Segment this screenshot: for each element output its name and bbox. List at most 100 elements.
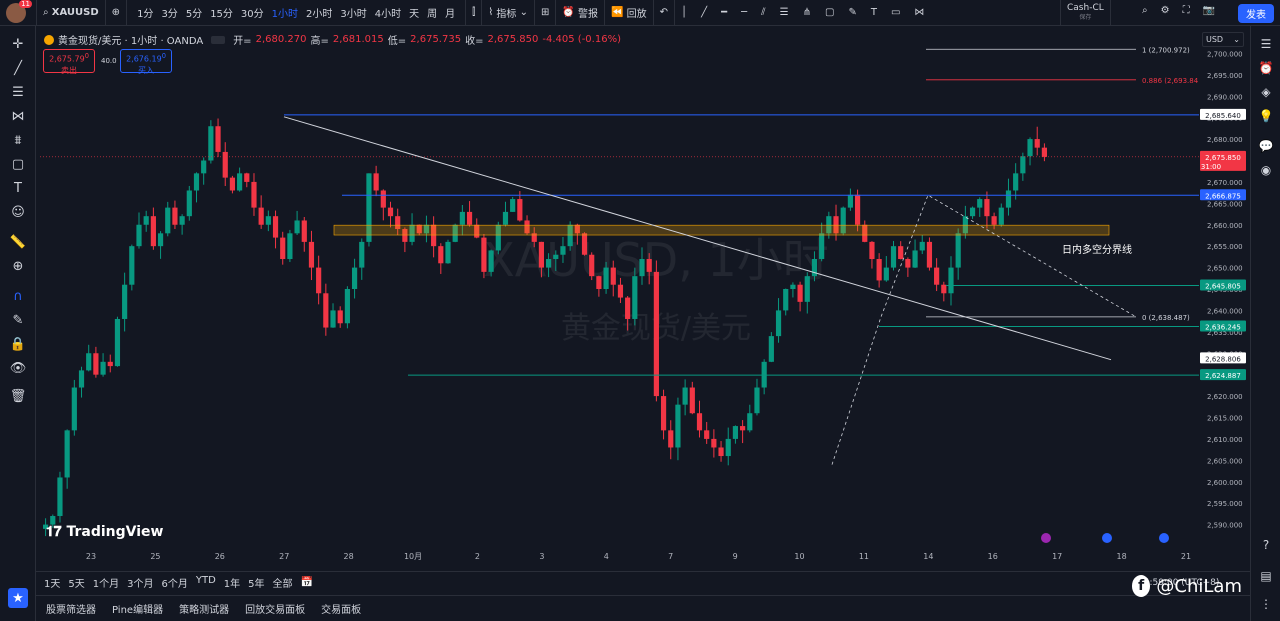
timeframe-3[interactable]: 15分 — [210, 9, 233, 20]
price-tag-bg-1 — [1200, 150, 1246, 171]
range-button-5[interactable]: YTD — [195, 575, 216, 586]
undo-button[interactable]: ↶ — [654, 0, 676, 26]
hide-legend-toggle[interactable] — [211, 35, 226, 44]
publish-button[interactable]: 发表 — [1238, 4, 1274, 23]
candle-body-90 — [689, 387, 695, 414]
range-button-6[interactable]: 1年 — [223, 579, 241, 590]
layout-name-button[interactable]: Cash-CL 保存 — [1060, 0, 1111, 26]
fullscreen-icon[interactable]: ⛶ — [1182, 5, 1190, 16]
user-avatar[interactable]: 11 — [6, 0, 32, 23]
ruler-icon[interactable]: 📏 — [9, 234, 27, 250]
tv-logo-text: TradingView — [66, 524, 164, 540]
replay-button[interactable]: ⏪ 回放 — [605, 0, 654, 26]
sell-button[interactable]: 2,675.790 卖出 — [43, 49, 95, 75]
buy-button[interactable]: 2,676.190 买入 — [120, 49, 172, 75]
currency-select[interactable]: USD ⌄ — [1202, 32, 1244, 47]
trend-line-tool-icon[interactable]: ╱ — [14, 60, 22, 76]
alert-button[interactable]: ⏰ 警报 — [556, 0, 606, 26]
price-chart[interactable]: XAUUSD, 1小时黄金现货/美元2,590.0002,595.0002,60… — [36, 26, 1250, 571]
settings-icon[interactable]: ⚙ — [1160, 5, 1170, 16]
watchlist-icon[interactable]: ☰ — [1260, 37, 1272, 51]
symbol-search[interactable]: ⌕ XAUUSD — [37, 0, 106, 26]
ideas-bulb-icon[interactable]: 💡 — [1258, 109, 1274, 123]
range-button-8[interactable]: 全部 — [272, 579, 293, 590]
crosshair-icon[interactable]: ✛ — [12, 36, 24, 52]
timeframe-5[interactable]: 1小时 — [271, 9, 299, 20]
panel-tab-0[interactable]: 股票筛选器 — [46, 605, 96, 616]
range-button-7[interactable]: 5年 — [248, 579, 265, 590]
more-icon[interactable]: ⋮ — [1260, 597, 1272, 611]
shape-tool-icon[interactable]: ▢ — [11, 156, 25, 172]
panel-tab-4[interactable]: 交易面板 — [321, 605, 362, 616]
candles-icon: ⫿ — [472, 7, 476, 18]
y-tick-4: 2,610.000 — [1207, 436, 1243, 444]
pattern-tool-icon[interactable]: ⋈ — [11, 108, 25, 124]
candle-body-53 — [423, 224, 430, 234]
timeframe-4[interactable]: 30分 — [240, 9, 264, 20]
timeframe-0[interactable]: 1分 — [137, 9, 154, 20]
horizontal-line-icon[interactable]: ─ — [741, 7, 748, 18]
lock-icon[interactable]: 🔒 — [9, 336, 27, 352]
timeframe-10[interactable]: 周 — [427, 9, 438, 20]
timeframe-2[interactable]: 5分 — [185, 9, 203, 20]
parallel-channel-icon[interactable]: ⫽ — [761, 7, 766, 18]
emoji-tool-icon[interactable]: ☺ — [11, 204, 25, 220]
candle-body-58 — [459, 211, 465, 225]
zoom-in-icon[interactable]: ⊕ — [12, 258, 24, 274]
alerts-clock-icon[interactable]: ⏰ — [1258, 61, 1274, 75]
utc-time[interactable]: 14:59:00 (UTC+8) — [1138, 577, 1220, 588]
candle-body-98 — [747, 413, 753, 431]
timeframe-8[interactable]: 4小时 — [374, 9, 402, 20]
camera-icon[interactable]: 📷 — [1202, 5, 1216, 16]
range-button-1[interactable]: 5天 — [68, 579, 85, 590]
range-button-0[interactable]: 1天 — [44, 579, 61, 590]
help-icon[interactable]: ? — [1262, 538, 1270, 552]
indicators-button[interactable]: ⌇ 指标 ⌄ — [482, 0, 535, 26]
eye-icon[interactable]: 👁 — [9, 360, 27, 376]
callout-icon[interactable]: ▭ — [890, 7, 901, 18]
trend-line-icon[interactable]: ╱ — [701, 7, 708, 18]
bottom-panel-bar: 股票筛选器 Pine编辑器 策略测试器 回放交易面板 交易面板 — [36, 595, 1250, 621]
y-tick-13: 2,655.000 — [1207, 243, 1243, 251]
brush-icon[interactable]: ✎ — [848, 7, 857, 18]
timeframe-6[interactable]: 2小时 — [306, 9, 333, 20]
panel-tab-1[interactable]: Pine编辑器 — [112, 605, 164, 616]
add-symbol-button[interactable]: ⊕ — [106, 0, 128, 26]
timeframe-7[interactable]: 3小时 — [340, 9, 367, 20]
star-icon[interactable]: ★ — [8, 588, 28, 608]
facebook-icon: f — [1132, 575, 1151, 597]
range-button-3[interactable]: 3个月 — [127, 579, 154, 590]
broadcast-icon[interactable]: ◉ — [1260, 163, 1272, 177]
timeframe-9[interactable]: 天 — [409, 9, 420, 20]
trash-icon[interactable]: 🗑 — [9, 388, 27, 404]
calendar-range-icon[interactable]: 📅 — [300, 577, 313, 588]
candle-body-107 — [811, 259, 818, 277]
horizontal-ray-icon[interactable]: ━ — [721, 7, 728, 18]
stay-drawing-icon[interactable]: ✎ — [12, 312, 24, 328]
fib-tool-icon[interactable]: ☰ — [12, 84, 24, 100]
pattern-icon[interactable]: ⋈ — [914, 7, 925, 18]
rectangle-icon[interactable]: ▢ — [825, 7, 835, 18]
text-tool-icon[interactable]: T — [14, 180, 22, 196]
timeframe-11[interactable]: 月 — [445, 9, 456, 20]
timeframe-1[interactable]: 3分 — [161, 9, 178, 20]
candle-body-92 — [704, 430, 710, 439]
zoom-search-icon[interactable]: ⌕ — [1142, 5, 1148, 16]
top-toolbar: 11 ⌕ XAUUSD ⊕ 1分 3分 5分 15分 30分 1小时 2小时 3小时 4小时天周… — [0, 0, 1280, 26]
candle-type-button[interactable]: ⫿ — [466, 0, 483, 26]
range-button-2[interactable]: 1个月 — [92, 579, 120, 590]
layers-icon[interactable]: ◈ — [1261, 85, 1271, 99]
vertical-line-icon[interactable]: │ — [681, 7, 688, 18]
notifications-icon[interactable]: ▤ — [1260, 569, 1272, 583]
magnet-icon[interactable]: ∩ — [13, 288, 23, 304]
layouts-button[interactable]: ⊞ — [535, 0, 557, 26]
prediction-tool-icon[interactable]: ⩩ — [14, 132, 22, 148]
pitchfork-icon[interactable]: ⋔ — [802, 7, 811, 18]
range-button-4[interactable]: 6个月 — [161, 579, 188, 590]
panel-tab-2[interactable]: 策略测试器 — [179, 605, 230, 616]
candle-body-124 — [934, 267, 940, 285]
fib-retracement-icon[interactable]: ☰ — [779, 7, 789, 18]
text-icon[interactable]: T — [870, 7, 877, 18]
panel-tab-3[interactable]: 回放交易面板 — [245, 605, 306, 616]
chat-icon[interactable]: 💬 — [1258, 139, 1274, 153]
